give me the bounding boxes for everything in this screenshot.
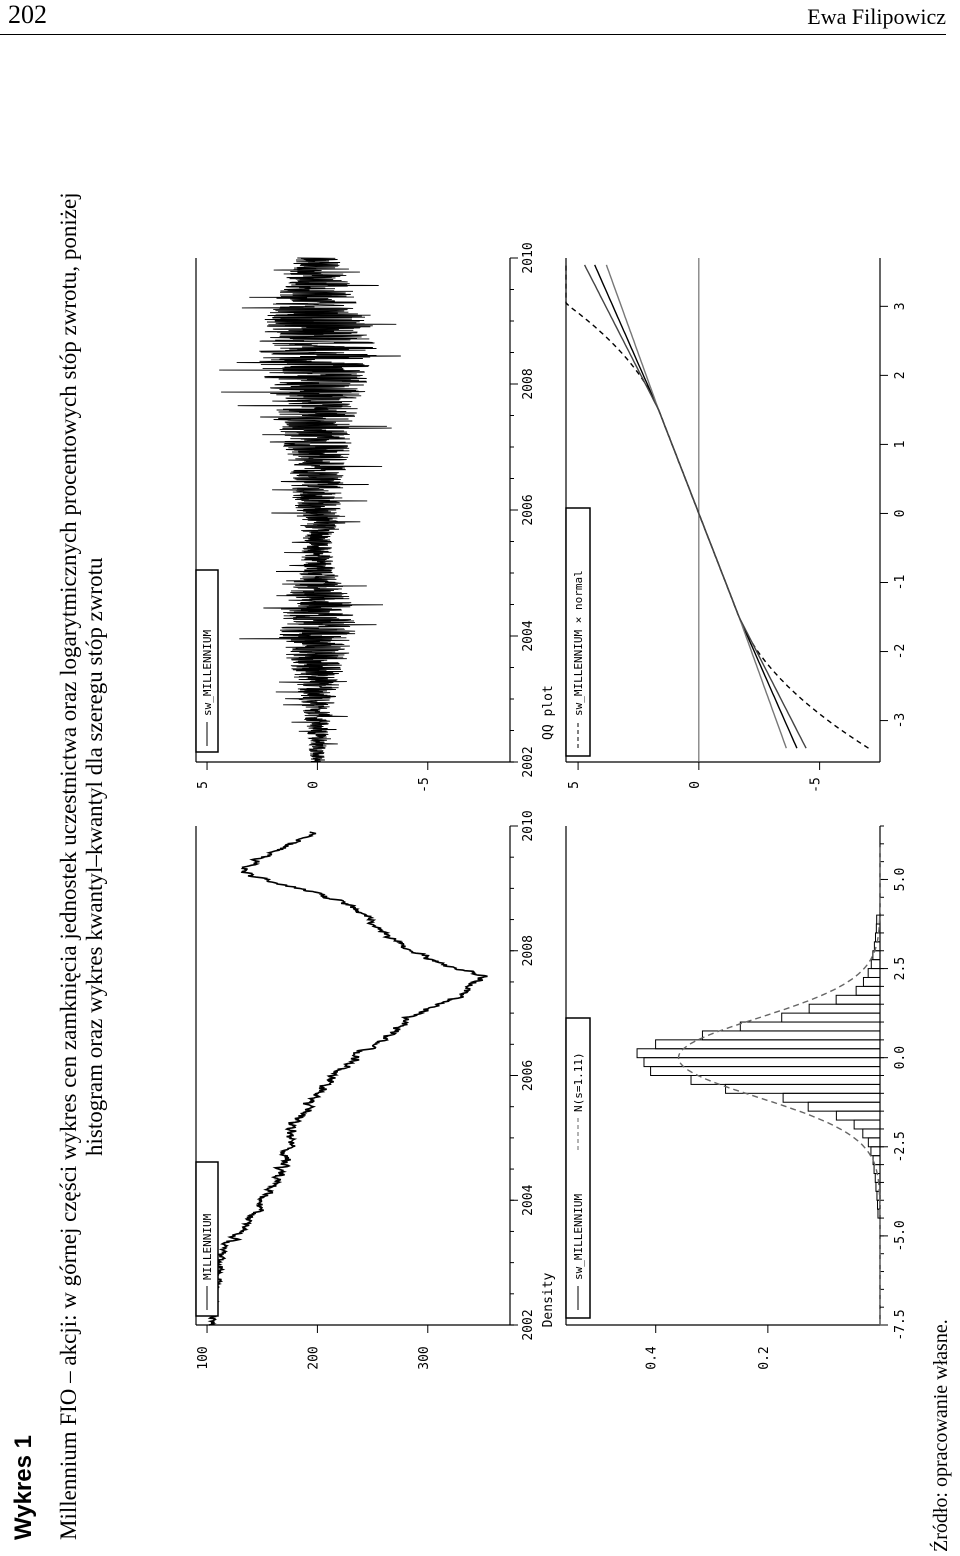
hist-normal-curve bbox=[677, 843, 881, 1325]
hist-bar bbox=[636, 1048, 881, 1059]
qq-x-tick-label: -3 bbox=[893, 713, 908, 729]
hist-bar bbox=[808, 1003, 881, 1014]
price-series-line bbox=[206, 831, 488, 1326]
hist-bar bbox=[701, 1030, 881, 1041]
hist-bar bbox=[862, 1128, 881, 1139]
qq-legend-text: sw_MILLENNIUM × normal bbox=[572, 570, 585, 716]
returns-x-tick-label: 2008 bbox=[521, 368, 536, 399]
hist-density-label: Density bbox=[541, 1272, 556, 1327]
hist-bar bbox=[739, 1021, 881, 1032]
hist-y-tick-label: 0.4 bbox=[645, 1346, 660, 1370]
hist-x-tick-label: 2.5 bbox=[893, 957, 908, 980]
qq-x-tick-label: 1 bbox=[893, 440, 908, 448]
hist-legend-frame bbox=[565, 1017, 591, 1319]
hist-bar bbox=[853, 1119, 881, 1130]
qq-title: QQ plot bbox=[541, 685, 556, 740]
hist-bar bbox=[870, 959, 881, 970]
hist-legend-text-1: sw_MILLENNIUM bbox=[572, 1194, 585, 1280]
price-x-tick-label: 2002 bbox=[521, 1309, 536, 1340]
running-head-author: Ewa Filipowicz bbox=[807, 4, 946, 29]
returns-y-tick-label: -5 bbox=[417, 777, 432, 793]
qq-y-tick-label: 0 bbox=[688, 781, 703, 789]
hist-x-tick-label: -5.0 bbox=[893, 1220, 908, 1251]
qq-x-tick-label: 3 bbox=[893, 302, 908, 310]
hist-x-tick-label: 5.0 bbox=[893, 868, 908, 891]
hist-bar bbox=[867, 968, 881, 978]
returns-x-tick-label: 2002 bbox=[521, 746, 536, 777]
hist-bar bbox=[782, 1092, 881, 1103]
returns-legend-frame bbox=[195, 569, 219, 753]
hist-y-tick-label: 0.2 bbox=[757, 1346, 772, 1369]
qq-x-tick-label: 0 bbox=[893, 510, 908, 518]
returns-legend-text: sw_MILLENNIUM bbox=[201, 630, 214, 716]
hist-bar bbox=[862, 976, 881, 987]
hist-bar bbox=[807, 1101, 881, 1112]
hist-bar bbox=[781, 1012, 881, 1023]
qq-x-tick-label: -2 bbox=[893, 644, 908, 660]
hist-x-tick-label: -7.5 bbox=[893, 1309, 908, 1340]
header-rule bbox=[0, 34, 946, 35]
returns-y-tick-label: 5 bbox=[196, 781, 211, 789]
hist-bar bbox=[690, 1075, 881, 1085]
qq-sample-quantiles bbox=[565, 264, 869, 749]
price-legend-text: MILLENNIUM bbox=[201, 1213, 214, 1280]
returns-x-tick-label: 2010 bbox=[521, 242, 536, 273]
hist-bar bbox=[725, 1083, 881, 1094]
price-x-tick-label: 2006 bbox=[521, 1060, 536, 1091]
hist-bar bbox=[870, 1146, 881, 1157]
returns-x-tick-label: 2004 bbox=[521, 620, 536, 651]
price-y-tick-label: 100 bbox=[196, 1346, 211, 1369]
returns-series-line bbox=[219, 257, 401, 763]
price-legend-frame bbox=[195, 1161, 219, 1317]
hist-bar bbox=[655, 1039, 881, 1050]
hist-x-tick-label: -2.5 bbox=[893, 1131, 908, 1162]
returns-x-tick-label: 2006 bbox=[521, 494, 536, 525]
qq-legend-frame bbox=[565, 507, 591, 757]
qq-y-tick-label: 5 bbox=[567, 781, 582, 789]
price-y-tick-label: 200 bbox=[306, 1346, 321, 1369]
hist-bar bbox=[835, 1110, 881, 1121]
hist-bar bbox=[855, 985, 881, 996]
hist-legend-text-2: N(s=1.11) bbox=[572, 1052, 585, 1112]
qq-x-tick-label: 2 bbox=[893, 371, 908, 379]
qq-y-tick-label: -5 bbox=[809, 777, 824, 793]
hist-bar bbox=[650, 1066, 881, 1076]
hist-bar bbox=[835, 994, 881, 1005]
price-x-tick-label: 2008 bbox=[521, 935, 536, 966]
page-number: 202 bbox=[8, 0, 47, 29]
hist-bar bbox=[643, 1057, 881, 1068]
price-x-tick-label: 2004 bbox=[521, 1184, 536, 1215]
hist-x-tick-label: 0.0 bbox=[893, 1046, 908, 1069]
price-x-tick-label: 2010 bbox=[521, 810, 536, 841]
returns-y-tick-label: 0 bbox=[306, 781, 321, 789]
qq-reference-line-3 bbox=[583, 264, 807, 749]
qq-x-tick-label: -1 bbox=[893, 575, 908, 591]
price-y-tick-label: 300 bbox=[417, 1346, 432, 1369]
hist-bar bbox=[867, 1137, 881, 1148]
